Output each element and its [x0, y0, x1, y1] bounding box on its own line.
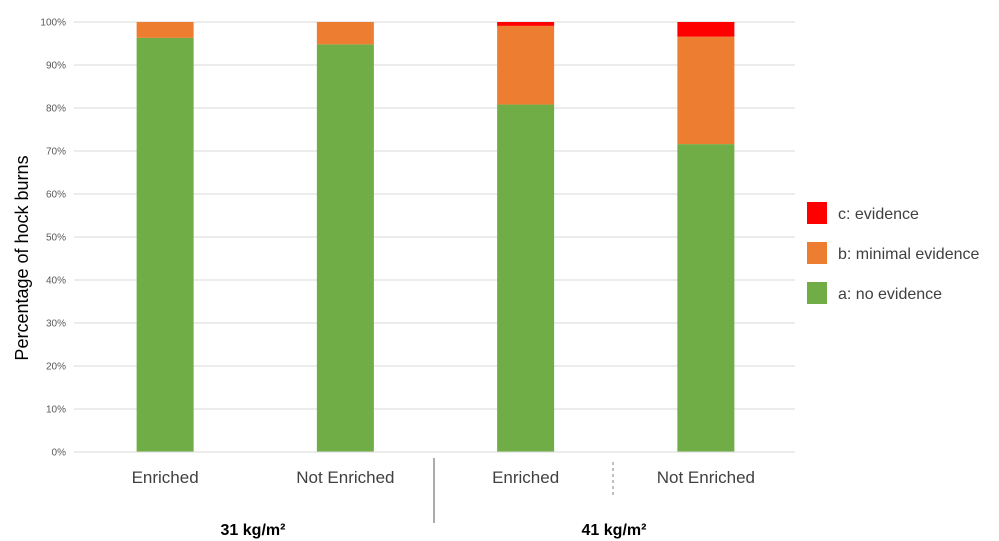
legend-label: b: minimal evidence — [838, 246, 980, 263]
y-tick-label: 50% — [46, 233, 66, 244]
legend: c: evidence b: minimal evidence a: no evid… — [807, 202, 980, 304]
bar-segment — [497, 22, 555, 26]
y-tick-label: 20% — [46, 362, 66, 373]
bar-segment — [316, 22, 374, 45]
y-tick-label: 100% — [40, 18, 66, 29]
x-category-label: Not Enriched — [657, 468, 755, 487]
bar-segment — [136, 37, 194, 452]
legend-swatch — [807, 242, 827, 264]
y-tick-label: 60% — [46, 190, 66, 201]
y-tick-label: 0% — [52, 448, 67, 459]
bar-segment — [677, 144, 735, 452]
y-axis-label: Percentage of hock burns — [12, 155, 32, 360]
bar-segment — [677, 22, 735, 37]
legend-label: a: no evidence — [838, 286, 942, 303]
y-tick-label: 30% — [46, 319, 66, 330]
bars — [136, 22, 735, 453]
y-tick-label: 10% — [46, 405, 66, 416]
y-tick-label: 70% — [46, 147, 66, 158]
y-tick-label: 90% — [46, 61, 66, 72]
x-category-label: Enriched — [492, 468, 559, 487]
x-category-label: Not Enriched — [296, 468, 394, 487]
bar-segment — [497, 25, 555, 105]
x-axis-categories: Enriched Not Enriched Enriched Not Enriched — [132, 468, 755, 487]
bar-segment — [136, 22, 194, 38]
bar-segment — [497, 104, 555, 452]
y-tick-label: 40% — [46, 276, 66, 287]
x-category-label: Enriched — [132, 468, 199, 487]
bar-segment — [316, 44, 374, 453]
legend-swatch — [807, 282, 827, 304]
y-axis-ticks: 0% 10% 20% 30% 40% 50% 60% 70% 80% 90% 100% — [40, 18, 66, 459]
group-label-41: 41 kg/m² — [582, 522, 647, 539]
legend-label: c: evidence — [838, 206, 919, 223]
legend-swatch — [807, 202, 827, 224]
group-label-31: 31 kg/m² — [221, 522, 286, 539]
bar-segment — [677, 36, 735, 145]
y-tick-label: 80% — [46, 104, 66, 115]
gridlines — [74, 21, 795, 410]
